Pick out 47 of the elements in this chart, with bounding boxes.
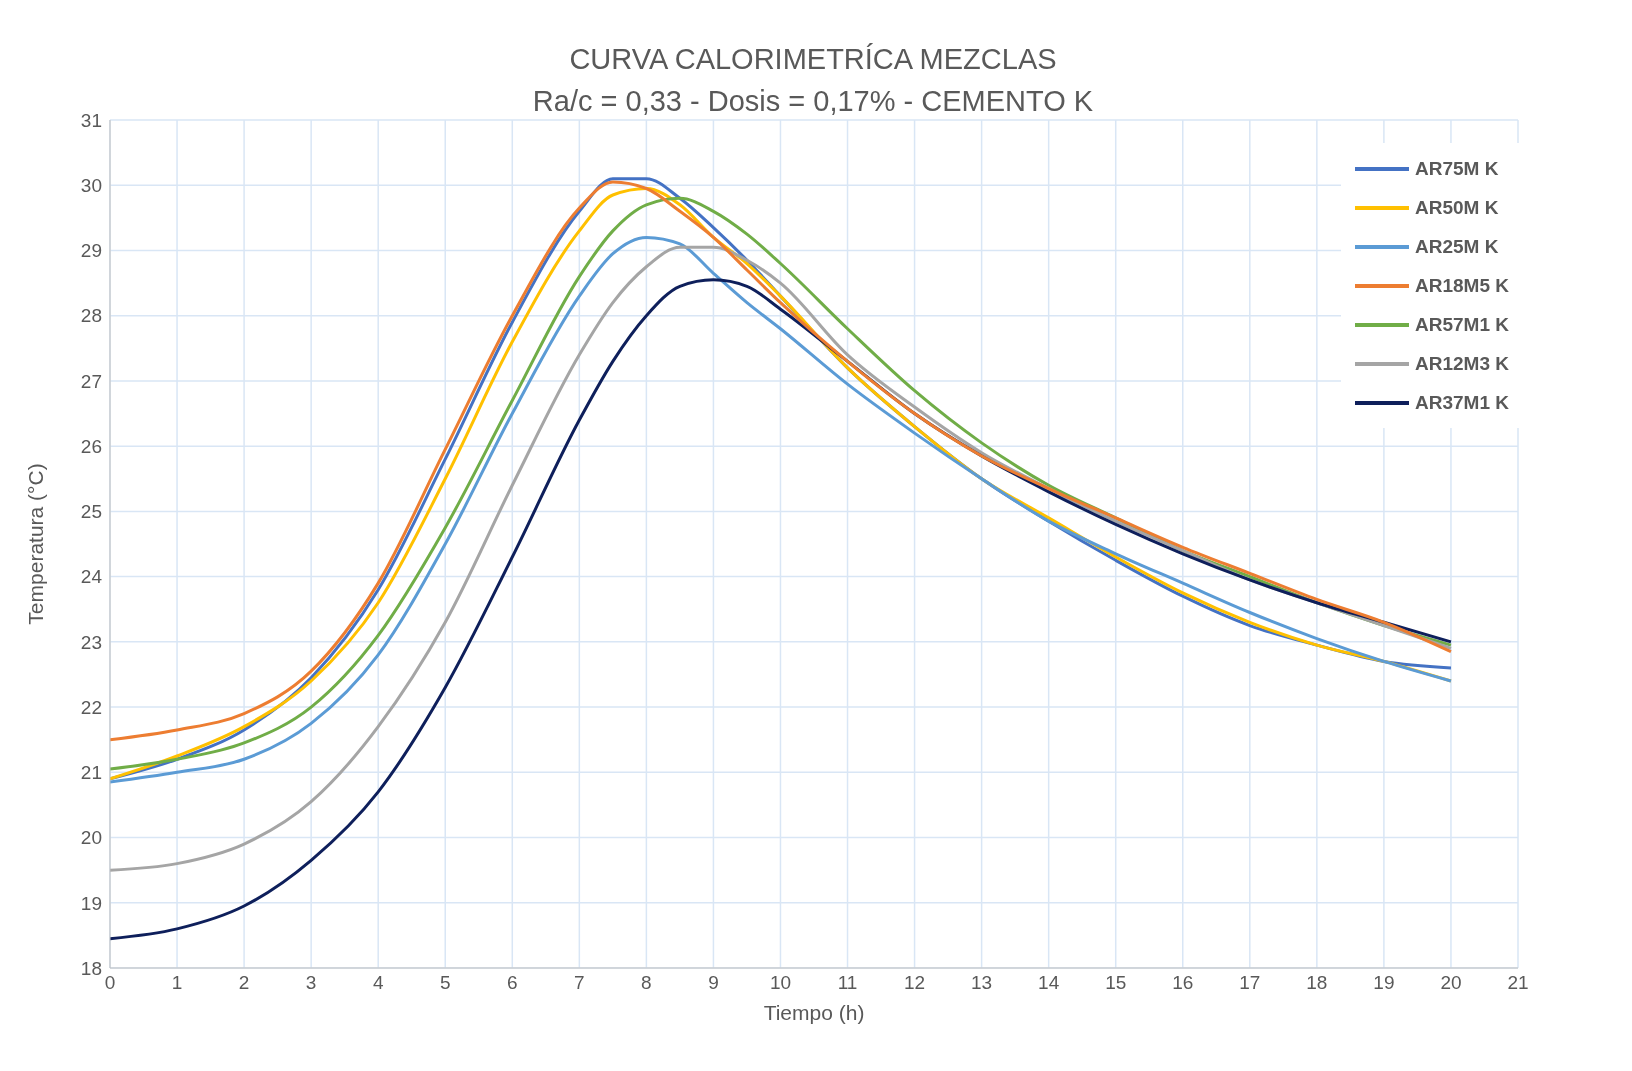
x-tick-label: 14 (1038, 972, 1060, 994)
y-tick-label: 25 (80, 501, 102, 523)
y-tick-label: 19 (80, 892, 102, 914)
y-tick-label: 27 (80, 370, 102, 392)
x-tick-label: 6 (507, 972, 518, 994)
legend-label: AR37M1 K (1415, 391, 1509, 414)
y-tick-label: 28 (80, 305, 102, 327)
x-tick-label: 19 (1373, 972, 1395, 994)
y-tick-label: 31 (80, 109, 102, 131)
x-tick-label: 12 (904, 972, 926, 994)
x-tick-label: 2 (238, 972, 250, 994)
y-tick-label: 20 (80, 827, 102, 849)
x-tick-label: 8 (641, 972, 652, 994)
x-tick-label: 0 (104, 972, 116, 994)
x-tick-label: 10 (769, 972, 792, 994)
x-tick-label: 17 (1239, 972, 1261, 994)
y-tick-label: 24 (80, 566, 103, 588)
legend-label: AR18M5 K (1415, 274, 1509, 297)
y-tick-label: 26 (80, 435, 102, 457)
x-tick-label: 13 (971, 972, 993, 994)
y-axis-title: Temperatura (°C) (24, 463, 48, 625)
x-tick-label: 15 (1105, 972, 1127, 994)
x-tick-label: 16 (1172, 972, 1194, 994)
chart-subtitle: Ra/c = 0,33 - Dosis = 0,17% - CEMENTO K (532, 85, 1094, 117)
legend-label: AR25M K (1415, 235, 1499, 258)
x-tick-label: 1 (171, 972, 183, 994)
y-tick-label: 21 (80, 762, 102, 784)
x-axis-title: Tiempo (h) (763, 1001, 865, 1024)
x-tick-label: 4 (372, 972, 384, 994)
chart-title: CURVA CALORIMETRÍCA MEZCLAS (568, 42, 1058, 77)
x-tick-label: 9 (708, 972, 719, 994)
x-tick-label: 7 (574, 972, 585, 994)
x-tick-label: 3 (305, 972, 317, 994)
legend-label: AR75M K (1415, 157, 1499, 180)
y-tick-label: 22 (80, 696, 102, 718)
y-tick-label: 18 (80, 957, 102, 979)
x-tick-label: 21 (1507, 972, 1529, 994)
x-tick-label: 11 (837, 972, 858, 994)
legend-label: AR12M3 K (1415, 352, 1509, 375)
x-tick-label: 5 (439, 972, 451, 994)
legend-label: AR50M K (1415, 196, 1499, 219)
y-tick-label: 29 (80, 240, 102, 262)
x-tick-label: 20 (1440, 972, 1462, 994)
y-tick-label: 23 (80, 631, 102, 653)
x-tick-label: 18 (1306, 972, 1328, 994)
legend-label: AR57M1 K (1415, 313, 1509, 336)
y-tick-label: 30 (80, 174, 102, 196)
